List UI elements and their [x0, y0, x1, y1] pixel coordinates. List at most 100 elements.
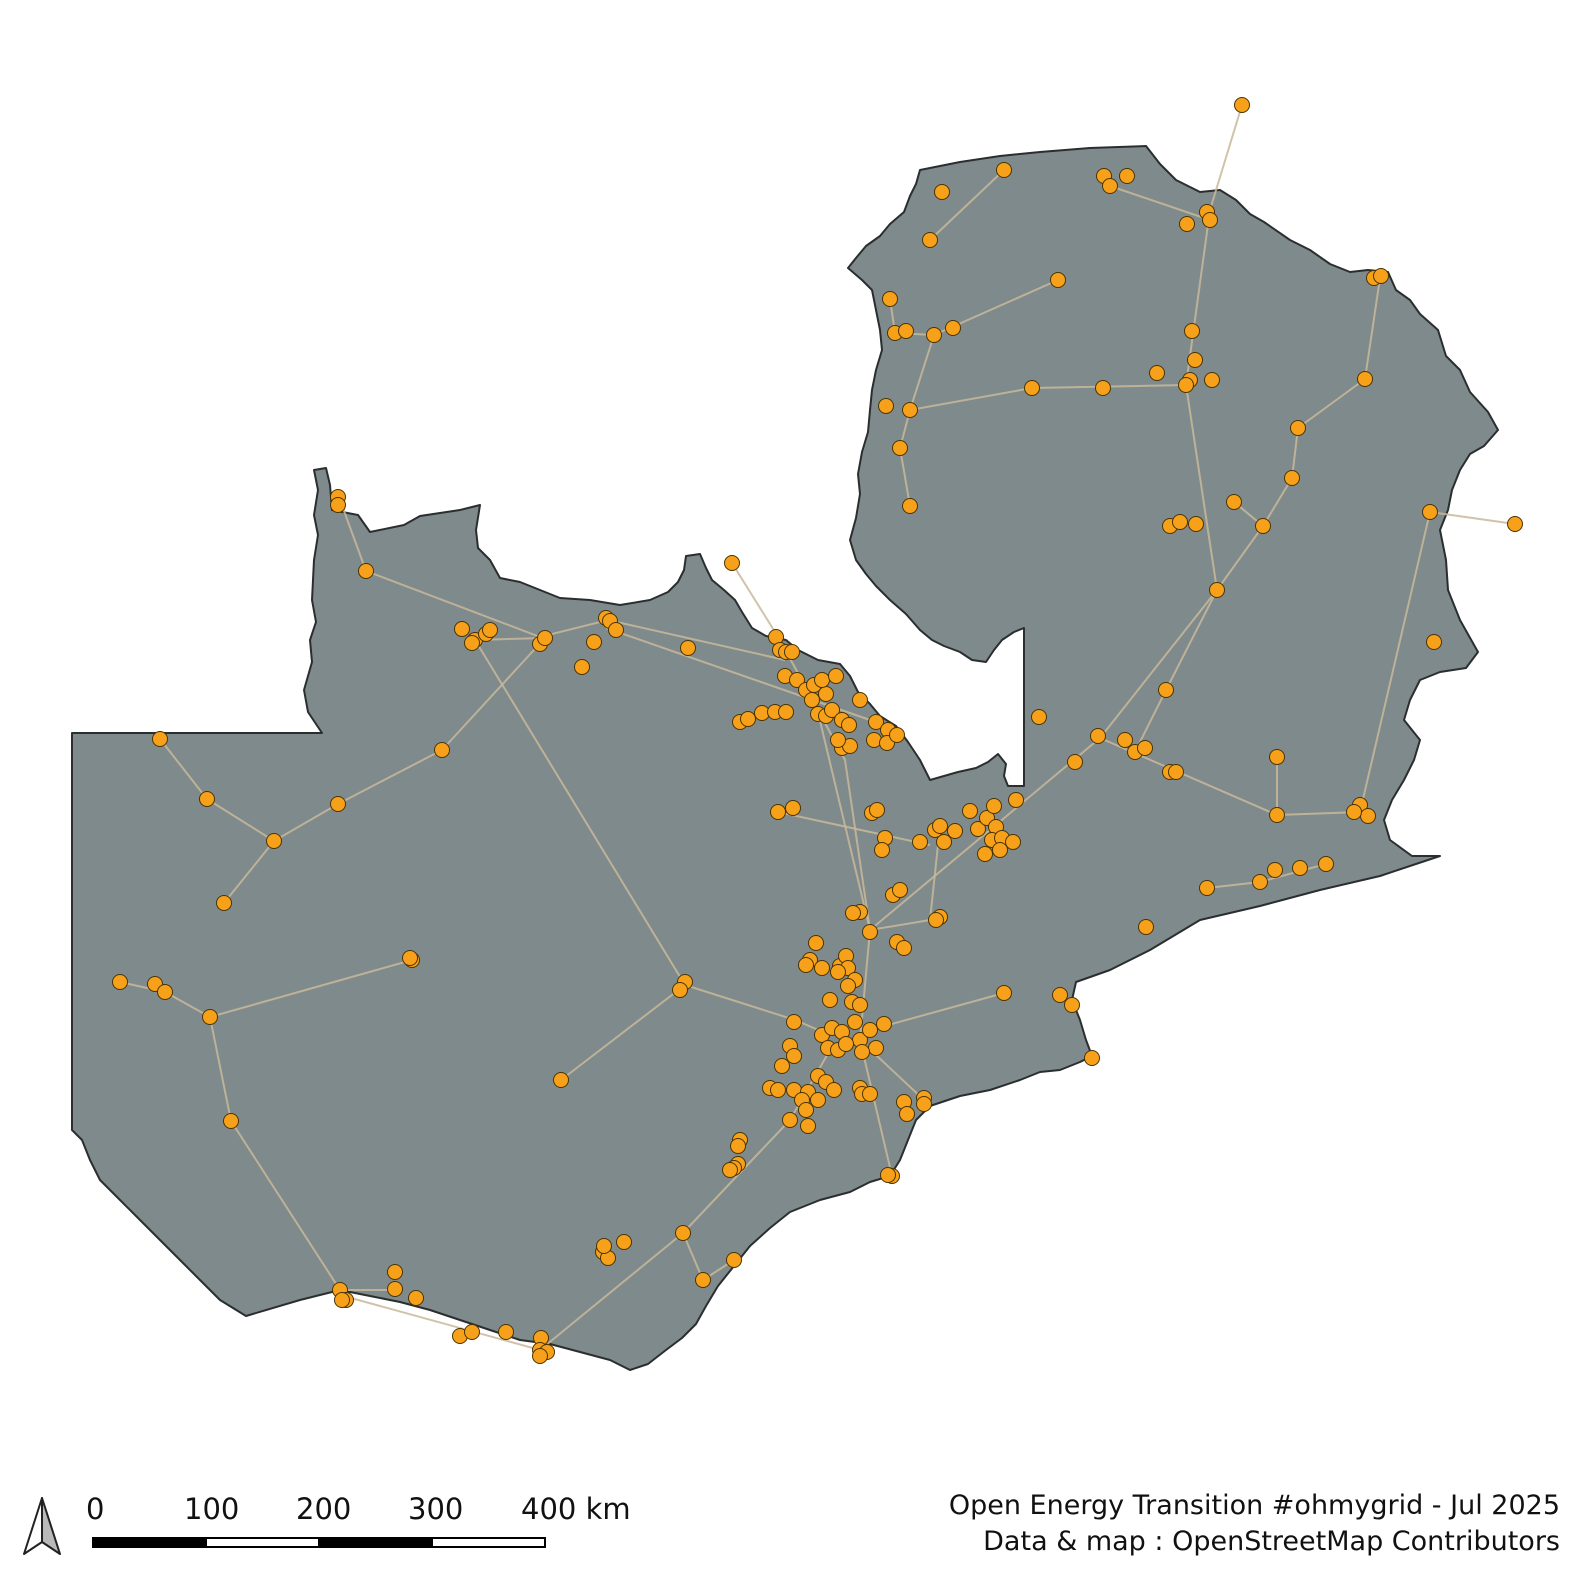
substation-marker[interactable] [784, 644, 800, 660]
substation-marker[interactable] [1064, 997, 1080, 1013]
substation-marker[interactable] [866, 732, 882, 748]
substation-marker[interactable] [537, 630, 553, 646]
substation-marker[interactable] [1024, 380, 1040, 396]
substation-marker[interactable] [1234, 97, 1250, 113]
substation-marker[interactable] [862, 924, 878, 940]
substation-marker[interactable] [1422, 504, 1438, 520]
substation-marker[interactable] [726, 1252, 742, 1268]
substation-marker[interactable] [616, 1234, 632, 1250]
substation-marker[interactable] [1209, 582, 1225, 598]
substation-marker[interactable] [1005, 834, 1021, 850]
substation-marker[interactable] [896, 940, 912, 956]
substation-marker[interactable] [334, 1292, 350, 1308]
substation-marker[interactable] [586, 634, 602, 650]
substation-marker[interactable] [996, 985, 1012, 1001]
substation-marker[interactable] [722, 1162, 738, 1178]
substation-marker[interactable] [157, 984, 173, 1000]
substation-marker[interactable] [880, 1167, 896, 1183]
substation-marker[interactable] [774, 1058, 790, 1074]
substation-marker[interactable] [798, 1102, 814, 1118]
substation-marker[interactable] [926, 327, 942, 343]
substation-marker[interactable] [786, 1048, 802, 1064]
substation-marker[interactable] [899, 1106, 915, 1122]
substation-marker[interactable] [778, 704, 794, 720]
substation-marker[interactable] [680, 640, 696, 656]
substation-marker[interactable] [824, 702, 840, 718]
substation-marker[interactable] [1373, 268, 1389, 284]
substation-marker[interactable] [869, 802, 885, 818]
substation-marker[interactable] [1158, 682, 1174, 698]
substation-marker[interactable] [814, 960, 830, 976]
substation-marker[interactable] [1357, 371, 1373, 387]
substation-marker[interactable] [1168, 764, 1184, 780]
substation-marker[interactable] [1202, 212, 1218, 228]
substation-marker[interactable] [945, 320, 961, 336]
substation-marker[interactable] [1226, 494, 1242, 510]
substation-marker[interactable] [1252, 874, 1268, 890]
substation-marker[interactable] [216, 895, 232, 911]
substation-marker[interactable] [852, 997, 868, 1013]
substation-marker[interactable] [785, 800, 801, 816]
substation-marker[interactable] [1267, 862, 1283, 878]
substation-marker[interactable] [902, 498, 918, 514]
substation-marker[interactable] [574, 659, 590, 675]
substation-marker[interactable] [1184, 323, 1200, 339]
substation-marker[interactable] [1346, 804, 1362, 820]
substation-marker[interactable] [1269, 749, 1285, 765]
substation-marker[interactable] [838, 1036, 854, 1052]
substation-marker[interactable] [482, 622, 498, 638]
substation-marker[interactable] [878, 398, 894, 414]
substation-marker[interactable] [828, 668, 844, 684]
substation-marker[interactable] [1095, 380, 1111, 396]
substation-marker[interactable] [770, 1082, 786, 1098]
substation-marker[interactable] [1008, 792, 1024, 808]
substation-marker[interactable] [1090, 728, 1106, 744]
substation-marker[interactable] [892, 882, 908, 898]
substation-marker[interactable] [854, 1044, 870, 1060]
substation-marker[interactable] [932, 818, 948, 834]
substation-marker[interactable] [672, 982, 688, 998]
substation-marker[interactable] [962, 803, 978, 819]
substation-marker[interactable] [845, 905, 861, 921]
substation-marker[interactable] [916, 1096, 932, 1112]
substation-marker[interactable] [808, 935, 824, 951]
substation-marker[interactable] [358, 563, 374, 579]
substation-marker[interactable] [804, 692, 820, 708]
substation-marker[interactable] [992, 842, 1008, 858]
substation-marker[interactable] [770, 804, 786, 820]
substation-marker[interactable] [1290, 420, 1306, 436]
substation-marker[interactable] [876, 1016, 892, 1032]
substation-marker[interactable] [1102, 178, 1118, 194]
substation-marker[interactable] [818, 686, 834, 702]
substation-marker[interactable] [996, 162, 1012, 178]
substation-marker[interactable] [868, 714, 884, 730]
substation-marker[interactable] [889, 727, 905, 743]
substation-marker[interactable] [695, 1272, 711, 1288]
substation-marker[interactable] [1050, 272, 1066, 288]
substation-marker[interactable] [1199, 880, 1215, 896]
substation-marker[interactable] [740, 711, 756, 727]
substation-marker[interactable] [387, 1264, 403, 1280]
substation-marker[interactable] [498, 1324, 514, 1340]
substation-marker[interactable] [934, 184, 950, 200]
substation-marker[interactable] [1318, 856, 1334, 872]
substation-marker[interactable] [1067, 754, 1083, 770]
substation-marker[interactable] [434, 742, 450, 758]
substation-marker[interactable] [882, 291, 898, 307]
substation-marker[interactable] [408, 1290, 424, 1306]
substation-marker[interactable] [1084, 1050, 1100, 1066]
substation-marker[interactable] [947, 823, 963, 839]
substation-marker[interactable] [1149, 365, 1165, 381]
substation-marker[interactable] [902, 402, 918, 418]
substation-marker[interactable] [1138, 919, 1154, 935]
substation-marker[interactable] [847, 1014, 863, 1030]
substation-marker[interactable] [986, 798, 1002, 814]
substation-marker[interactable] [977, 846, 993, 862]
substation-marker[interactable] [1255, 518, 1271, 534]
substation-marker[interactable] [724, 555, 740, 571]
substation-marker[interactable] [330, 796, 346, 812]
substation-marker[interactable] [1119, 168, 1135, 184]
substation-marker[interactable] [822, 992, 838, 1008]
substation-marker[interactable] [912, 834, 928, 850]
